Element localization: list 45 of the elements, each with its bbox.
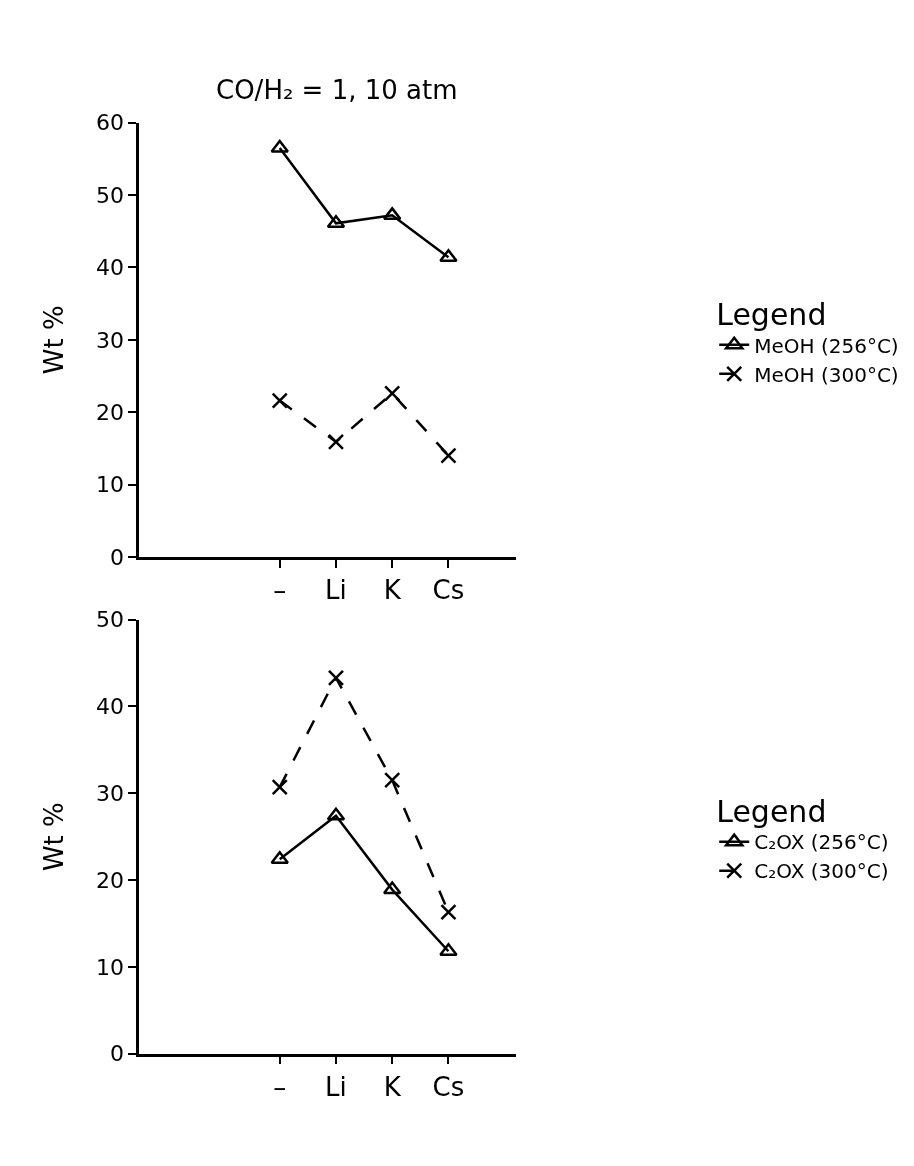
x-tick-label: Cs: [432, 574, 465, 605]
y-tick-label: 50: [96, 607, 124, 633]
y-axis-title: Wt %: [39, 802, 70, 872]
point: [327, 669, 345, 687]
legend-title: Legend: [716, 297, 827, 333]
y-tick-label: 20: [96, 399, 124, 425]
y-tick-label: 50: [96, 182, 124, 208]
x-tick-label: Cs: [432, 1071, 465, 1102]
x-tick-label: K: [383, 574, 402, 605]
y-tick-label: 0: [110, 544, 124, 570]
x-tick-label: K: [383, 1071, 402, 1102]
point: [439, 249, 458, 263]
x-tick-label: Li: [325, 574, 347, 605]
x-tick-label: –: [273, 1071, 287, 1102]
y-axis-title: Wt %: [39, 305, 70, 375]
point: [383, 771, 401, 789]
legend-label: MeOH (256°C): [754, 333, 899, 358]
point: [326, 215, 346, 229]
x-tick-label: Li: [325, 1071, 347, 1102]
point: [271, 778, 288, 796]
point: [271, 392, 288, 409]
point: [440, 447, 457, 464]
point: [327, 433, 345, 451]
chart-title: CO/H₂ = 1, 10 atm: [216, 75, 458, 105]
point: [383, 385, 401, 402]
legend-title: Legend: [716, 794, 827, 830]
x-tick-label: –: [273, 574, 287, 605]
y-tick-label: 10: [96, 472, 124, 498]
point: [382, 881, 402, 895]
y-tick-label: 30: [96, 327, 124, 353]
point: [270, 139, 290, 153]
point: [440, 903, 457, 921]
y-tick-label: 40: [96, 694, 124, 720]
point: [326, 807, 346, 821]
y-tick-label: 0: [110, 1041, 124, 1067]
y-tick-label: 10: [96, 954, 124, 980]
legend-label: C₂OX (256°C): [754, 830, 889, 855]
legend-label: C₂OX (300°C): [754, 859, 889, 884]
y-tick-label: 20: [96, 867, 124, 893]
y-tick-label: 40: [96, 255, 124, 281]
point: [270, 850, 290, 864]
legend-label: MeOH (300°C): [754, 362, 899, 387]
y-tick-label: 30: [96, 780, 124, 806]
y-tick-label: 60: [96, 110, 124, 136]
point: [382, 207, 402, 221]
